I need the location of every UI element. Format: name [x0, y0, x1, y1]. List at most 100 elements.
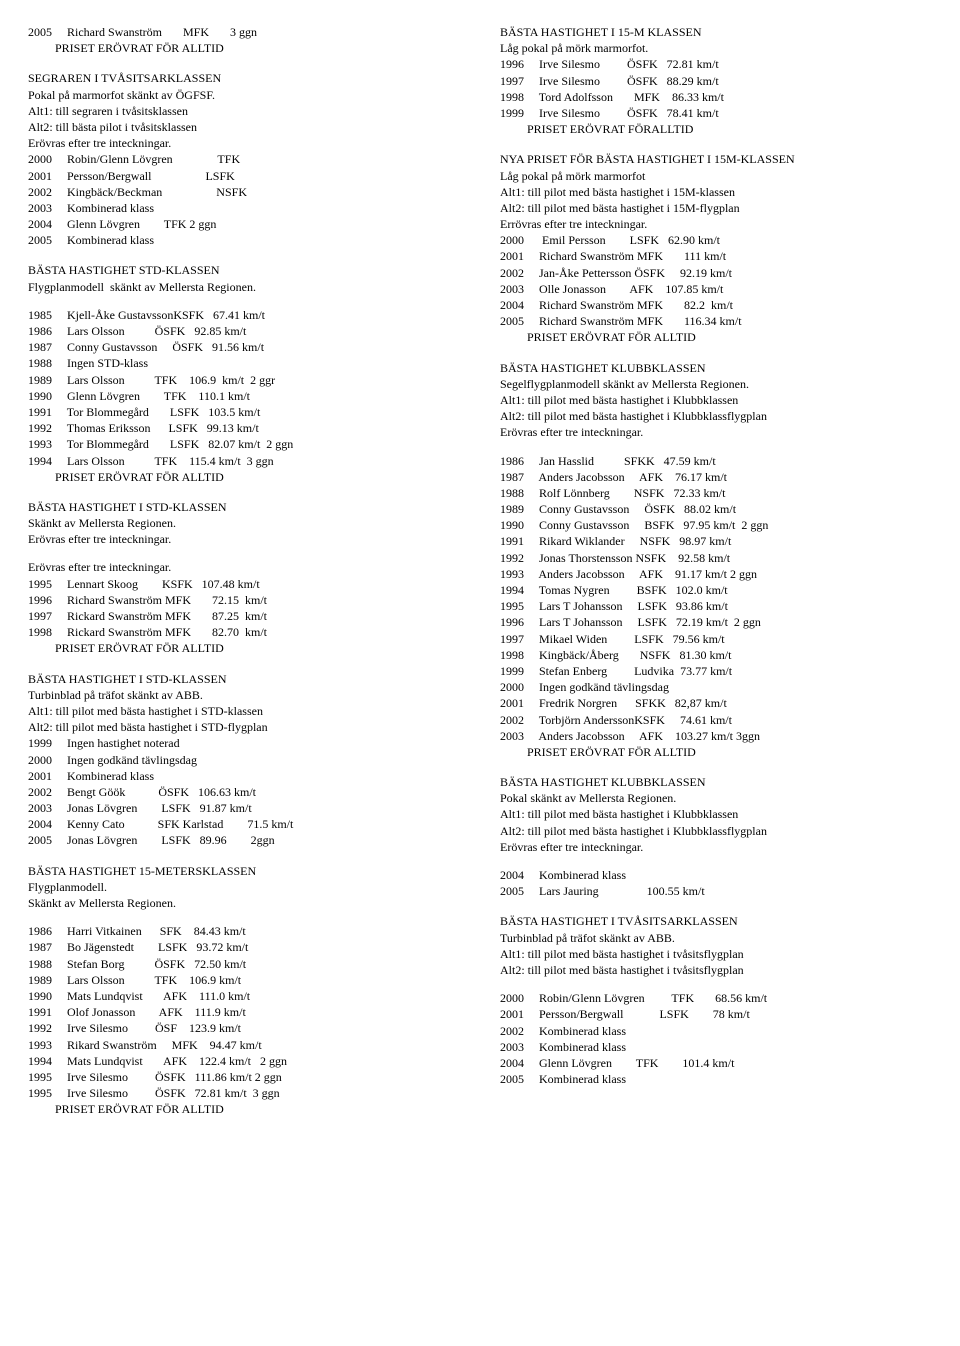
sub: Alt1: till pilot med bästa hastighet i K… [500, 392, 932, 408]
row: 1991 Rikard Wiklander NSFK 98.97 km/t [500, 533, 932, 549]
row: PRISET ERÖVRAT FÖR ALLTID [28, 469, 460, 485]
sub: Alt1: till pilot med bästa hastighet i S… [28, 703, 460, 719]
left-column: 2005 Richard Swanström MFK 3 ggn PRISET … [28, 24, 460, 1131]
sub: Erövras efter tre inteckningar. [28, 135, 460, 151]
row: 1987 Bo Jägenstedt LSFK 93.72 km/t [28, 939, 460, 955]
row: 2002 Bengt Göök ÖSFK 106.63 km/t [28, 784, 460, 800]
row: 2000 Emil Persson LSFK 62.90 km/t [500, 232, 932, 248]
row: 1989 Lars Olsson TFK 106.9 km/t [28, 972, 460, 988]
row: 2001 Richard Swanström MFK 111 km/t [500, 248, 932, 264]
row: PRISET ERÖVRAT FÖR ALLTID [28, 1101, 460, 1117]
sub: Alt2: till pilot med bästa hastighet i S… [28, 719, 460, 735]
sub: Alt2: till bästa pilot i tvåsitsklassen [28, 119, 460, 135]
row: 1999 Stefan Enberg Ludvika 73.77 km/t [500, 663, 932, 679]
row: 1988 Rolf Lönnberg NSFK 72.33 km/t [500, 485, 932, 501]
row: 1998 Kingbäck/Åberg NSFK 81.30 km/t [500, 647, 932, 663]
sub: Turbinblad på träfot skänkt av ABB. [28, 687, 460, 703]
section-title: NYA PRISET FÖR BÄSTA HASTIGHET I 15M-KLA… [500, 151, 932, 167]
sub: Alt1: till pilot med bästa hastighet i 1… [500, 184, 932, 200]
row: 2004 Glenn Lövgren TFK 101.4 km/t [500, 1055, 932, 1071]
row: 1994 Lars Olsson TFK 115.4 km/t 3 ggn [28, 453, 460, 469]
row: PRISET ERÖVRAT FÖR ALLTID [500, 329, 932, 345]
row: 1992 Thomas Eriksson LSFK 99.13 km/t [28, 420, 460, 436]
row: 2005 Jonas Lövgren LSFK 89.96 2ggn [28, 832, 460, 848]
sub: Pokal på marmorfot skänkt av ÖGFSF. [28, 87, 460, 103]
section-std-klassen-3: BÄSTA HASTIGHET I STD-KLASSEN Turbinblad… [28, 671, 460, 849]
sub: Flygplanmodell skänkt av Mellersta Regio… [28, 279, 460, 295]
section-klubb-2: BÄSTA HASTIGHET KLUBBKLASSEN Pokal skänk… [500, 774, 932, 899]
section-std-klassen-1: BÄSTA HASTIGHET STD-KLASSEN Flygplanmode… [28, 262, 460, 484]
row: 1986 Jan Hasslid SFKK 47.59 km/t [500, 453, 932, 469]
section-title: BÄSTA HASTIGHET 15-METERSKLASSEN [28, 863, 460, 879]
sub: Erövras efter tre inteckningar. [500, 424, 932, 440]
row: 1989 Conny Gustavsson ÖSFK 88.02 km/t [500, 501, 932, 517]
row: 2002 Kingbäck/Beckman NSFK [28, 184, 460, 200]
row: 1996 Lars T Johansson LSFK 72.19 km/t 2 … [500, 614, 932, 630]
row: 2005 Kombinerad klass [28, 232, 460, 248]
row: 1988 Stefan Borg ÖSFK 72.50 km/t [28, 956, 460, 972]
row: 1999 Ingen hastighet noterad [28, 735, 460, 751]
row: 2005 Kombinerad klass [500, 1071, 932, 1087]
row: Erövras efter tre inteckningar. [28, 559, 460, 575]
sub: Alt1: till pilot med bästa hastighet i t… [500, 946, 932, 962]
sub: Erövras efter tre inteckningar. [500, 839, 932, 855]
row: 1997 Rickard Swanström MFK 87.25 km/t [28, 608, 460, 624]
row: 1997 Mikael Widen LSFK 79.56 km/t [500, 631, 932, 647]
section-title: SEGRAREN I TVÅSITSARKLASSEN [28, 70, 460, 86]
row: 2002 Torbjörn AnderssonKSFK 74.61 km/t [500, 712, 932, 728]
row: 2003 Kombinerad klass [500, 1039, 932, 1055]
sub: Segelflygplanmodell skänkt av Mellersta … [500, 376, 932, 392]
right-column: BÄSTA HASTIGHET I 15-M KLASSEN Låg pokal… [500, 24, 932, 1131]
spacer [28, 911, 460, 923]
section-top-result: 2005 Richard Swanström MFK 3 ggn PRISET … [28, 24, 460, 56]
row: 1987 Anders Jacobsson AFK 76.17 km/t [500, 469, 932, 485]
section-std-klassen-2: BÄSTA HASTIGHET I STD-KLASSEN Skänkt av … [28, 499, 460, 657]
spacer [500, 978, 932, 990]
sub: Pokal skänkt av Mellersta Regionen. [500, 790, 932, 806]
row: 1996 Irve Silesmo ÖSFK 72.81 km/t [500, 56, 932, 72]
row: 1993 Tor Blommegård LSFK 82.07 km/t 2 gg… [28, 436, 460, 452]
row: 1990 Conny Gustavsson BSFK 97.95 km/t 2 … [500, 517, 932, 533]
row: 1994 Mats Lundqvist AFK 122.4 km/t 2 ggn [28, 1053, 460, 1069]
row: 2001 Persson/Bergwall LSFK [28, 168, 460, 184]
row: 2001 Fredrik Norgren SFKK 82,87 km/t [500, 695, 932, 711]
sub: Alt1: till segraren i tvåsitsklassen [28, 103, 460, 119]
section-title: BÄSTA HASTIGHET I TVÅSITSARKLASSEN [500, 913, 932, 929]
row: 1994 Tomas Nygren BSFK 102.0 km/t [500, 582, 932, 598]
row: 1993 Rikard Swanström MFK 94.47 km/t [28, 1037, 460, 1053]
section-title: BÄSTA HASTIGHET STD-KLASSEN [28, 262, 460, 278]
section-title: BÄSTA HASTIGHET KLUBBKLASSEN [500, 774, 932, 790]
row: 1998 Tord Adolfsson MFK 86.33 km/t [500, 89, 932, 105]
row: 1986 Lars Olsson ÖSFK 92.85 km/t [28, 323, 460, 339]
row: 1991 Tor Blommegård LSFK 103.5 km/t [28, 404, 460, 420]
row: 1995 Irve Silesmo ÖSFK 111.86 km/t 2 ggn [28, 1069, 460, 1085]
row: 2004 Kombinerad klass [500, 867, 932, 883]
row: 1995 Lennart Skoog KSFK 107.48 km/t [28, 576, 460, 592]
spacer [500, 855, 932, 867]
row: PRISET ERÖVRAT FÖR ALLTID [28, 40, 460, 56]
sub: Flygplanmodell. [28, 879, 460, 895]
spacer [28, 547, 460, 559]
sub: Skänkt av Mellersta Regionen. [28, 515, 460, 531]
section-tvasits-hastighet: BÄSTA HASTIGHET I TVÅSITSARKLASSEN Turbi… [500, 913, 932, 1087]
section-15m-klassen-right-1: BÄSTA HASTIGHET I 15-M KLASSEN Låg pokal… [500, 24, 932, 137]
row: PRISET ERÖVRAT FÖR ALLTID [500, 744, 932, 760]
row: 1989 Lars Olsson TFK 106.9 km/t 2 ggr [28, 372, 460, 388]
sub: Erövras efter tre inteckningar. [28, 531, 460, 547]
sub: Turbinblad på träfot skänkt av ABB. [500, 930, 932, 946]
row: 1990 Mats Lundqvist AFK 111.0 km/t [28, 988, 460, 1004]
row: 2002 Jan-Åke Pettersson ÖSFK 92.19 km/t [500, 265, 932, 281]
row: 1991 Olof Jonasson AFK 111.9 km/t [28, 1004, 460, 1020]
row: 1995 Irve Silesmo ÖSFK 72.81 km/t 3 ggn [28, 1085, 460, 1101]
row: 2000 Ingen godkänd tävlingsdag [500, 679, 932, 695]
sub: Alt2: till pilot med bästa hastighet i K… [500, 408, 932, 424]
row: 2004 Glenn Lövgren TFK 2 ggn [28, 216, 460, 232]
sub: Alt2: till pilot med bästa hastighet i t… [500, 962, 932, 978]
row: 1985 Kjell-Åke GustavssonKSFK 67.41 km/t [28, 307, 460, 323]
section-title: BÄSTA HASTIGHET I STD-KLASSEN [28, 671, 460, 687]
row: 2000 Ingen godkänd tävlingsdag [28, 752, 460, 768]
row: 2000 Robin/Glenn Lövgren TFK [28, 151, 460, 167]
section-title: BÄSTA HASTIGHET I STD-KLASSEN [28, 499, 460, 515]
sub: Alt2: till pilot med bästa hastighet i 1… [500, 200, 932, 216]
section-segraren-tvasits: SEGRAREN I TVÅSITSARKLASSEN Pokal på mar… [28, 70, 460, 248]
